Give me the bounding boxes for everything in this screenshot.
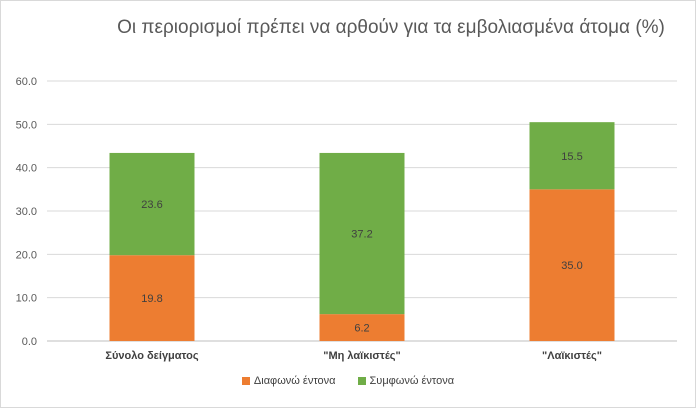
bar-segment: [109, 152, 195, 256]
data-label: 6.2: [354, 323, 369, 335]
y-tick-label: 60.0: [16, 76, 37, 88]
data-label: 23.6: [141, 199, 162, 211]
legend-item-disagree: Διαφωνώ έντονα: [241, 375, 336, 387]
bar-segment: [319, 314, 405, 341]
y-tick-label: 10.0: [16, 293, 37, 305]
y-tick-label: 0.0: [22, 336, 37, 348]
legend-item-agree: Συμφωνώ έντονα: [357, 375, 455, 387]
y-tick-label: 40.0: [16, 163, 37, 175]
x-tick-label: "Λαϊκιστές": [542, 350, 602, 362]
data-label: 37.2: [351, 229, 372, 241]
x-tick-label: "Μη λαϊκιστές": [323, 350, 400, 362]
chart-title: Οι περιορισμοί πρέπει να αρθούν για τα ε…: [117, 17, 665, 38]
bar-segment: [529, 189, 615, 341]
data-label: 19.8: [141, 293, 162, 305]
y-tick-label: 20.0: [16, 249, 37, 261]
legend: Διαφωνώ έντονα Συμφωνώ έντονα: [1, 375, 695, 387]
y-tick-label: 30.0: [16, 206, 37, 218]
legend-swatch-disagree: [241, 377, 250, 385]
bar-segment: [529, 122, 615, 190]
legend-label-disagree: Διαφωνώ έντονα: [253, 375, 336, 387]
y-tick-label: 50.0: [16, 119, 37, 131]
legend-swatch-agree: [357, 377, 366, 385]
data-label: 15.5: [561, 151, 582, 163]
bar-segment: [319, 152, 405, 315]
data-label: 35.0: [561, 260, 582, 272]
plot-area: 0.0 10.0 20.0 30.0 40.0 50.0 60.0 19.8 23.6 Σύνολ…: [16, 76, 677, 362]
legend-label-agree: Συμφωνώ έντονα: [369, 375, 455, 387]
x-tick-label: Σύνολο δείγματος: [105, 350, 198, 362]
bar-segment: [109, 255, 195, 341]
